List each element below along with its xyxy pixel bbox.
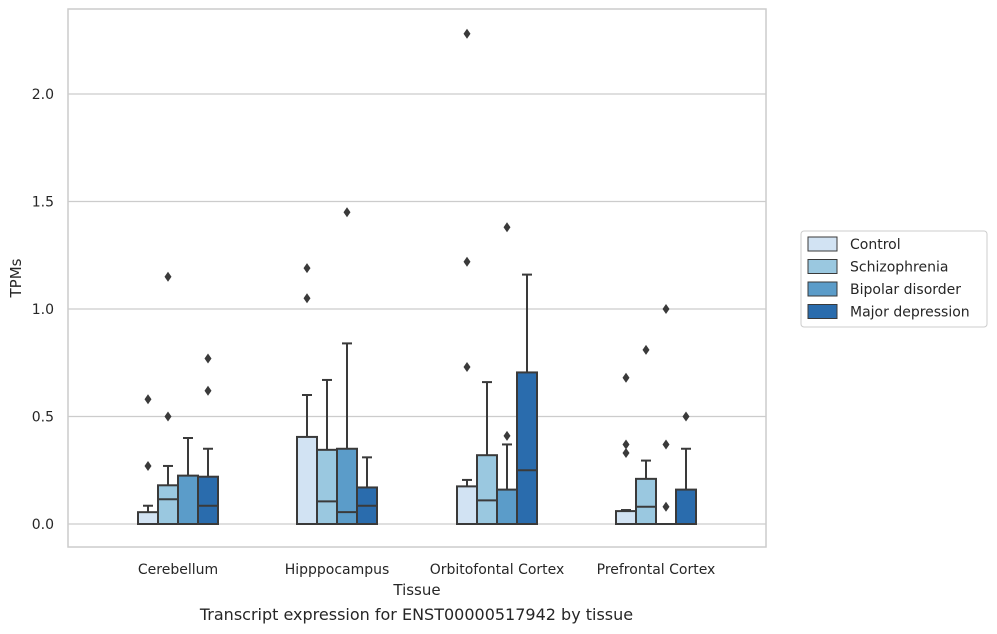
legend-label: Schizophrenia [850, 260, 948, 276]
box [336, 447, 358, 525]
outlier-point [303, 293, 311, 304]
x-tick-labels: Cerebellum Hipppocampus Orbitofontal Corte… [138, 562, 715, 578]
y-tick-label: 0.5 [32, 410, 54, 426]
box [496, 488, 518, 526]
box-plot-series [137, 28, 697, 526]
outlier-point [662, 439, 670, 450]
legend-swatch [807, 281, 838, 297]
outlier-point [622, 448, 630, 459]
outlier-point [343, 207, 351, 218]
box [177, 474, 199, 525]
legend-label: Bipolar disorder [850, 282, 961, 298]
box [296, 435, 318, 525]
legend-frame [800, 230, 988, 328]
outlier-point [164, 411, 172, 422]
box [615, 510, 637, 526]
series-bipolar-disorder [177, 207, 677, 526]
outlier-point [622, 372, 630, 383]
outlier-point [642, 344, 650, 355]
box [197, 475, 219, 526]
outlier-point [164, 271, 172, 282]
outlier-point [303, 263, 311, 274]
x-axis-label: Tissue [392, 581, 440, 599]
y-tick-label: 0.0 [32, 517, 54, 533]
outlier-point [463, 28, 471, 39]
figure-caption: Transcript expression for ENST0000051794… [199, 605, 634, 624]
box [316, 448, 338, 526]
grid-lines [68, 93, 766, 525]
outlier-point [204, 353, 212, 364]
box [137, 511, 159, 525]
y-tick-labels: 0.0 0.5 1.0 1.5 2.0 [32, 87, 54, 533]
legend-swatch [807, 236, 838, 252]
x-tick-label: Cerebellum [138, 562, 218, 578]
outlier-point [503, 222, 511, 233]
series-schizophrenia [157, 271, 657, 526]
outlier-point [503, 430, 511, 441]
box [675, 488, 697, 526]
box [635, 477, 657, 526]
outlier-point [144, 460, 152, 471]
x-tick-label: Prefrontal Cortex [597, 562, 716, 578]
outlier-point [622, 439, 630, 450]
y-tick-label: 2.0 [32, 87, 54, 103]
box [456, 485, 478, 525]
box [157, 484, 179, 525]
box [516, 371, 538, 525]
y-axis-label: TPMs [7, 258, 25, 298]
legend: Control Schizophrenia Bipolar disorder Majo… [800, 230, 988, 328]
outlier-point [662, 501, 670, 512]
y-tick-label: 1.5 [32, 195, 54, 211]
series-control [137, 28, 637, 526]
x-tick-label: Hipppocampus [285, 562, 390, 578]
x-tick-label: Orbitofontal Cortex [430, 562, 565, 578]
outlier-point [463, 362, 471, 373]
legend-swatch [807, 304, 838, 319]
outlier-point [682, 411, 690, 422]
series-major-depression [197, 273, 697, 526]
outlier-point [144, 394, 152, 405]
plot-frame [67, 8, 767, 548]
legend-swatch [807, 259, 838, 274]
y-tick-label: 1.0 [32, 302, 54, 318]
outlier-point [204, 385, 212, 396]
box [476, 454, 498, 526]
legend-items: Control Schizophrenia Bipolar disorder Majo… [807, 236, 970, 321]
legend-label: Major depression [850, 305, 970, 321]
outlier-point [463, 256, 471, 267]
outlier-point [662, 304, 670, 314]
legend-label: Control [850, 237, 901, 253]
